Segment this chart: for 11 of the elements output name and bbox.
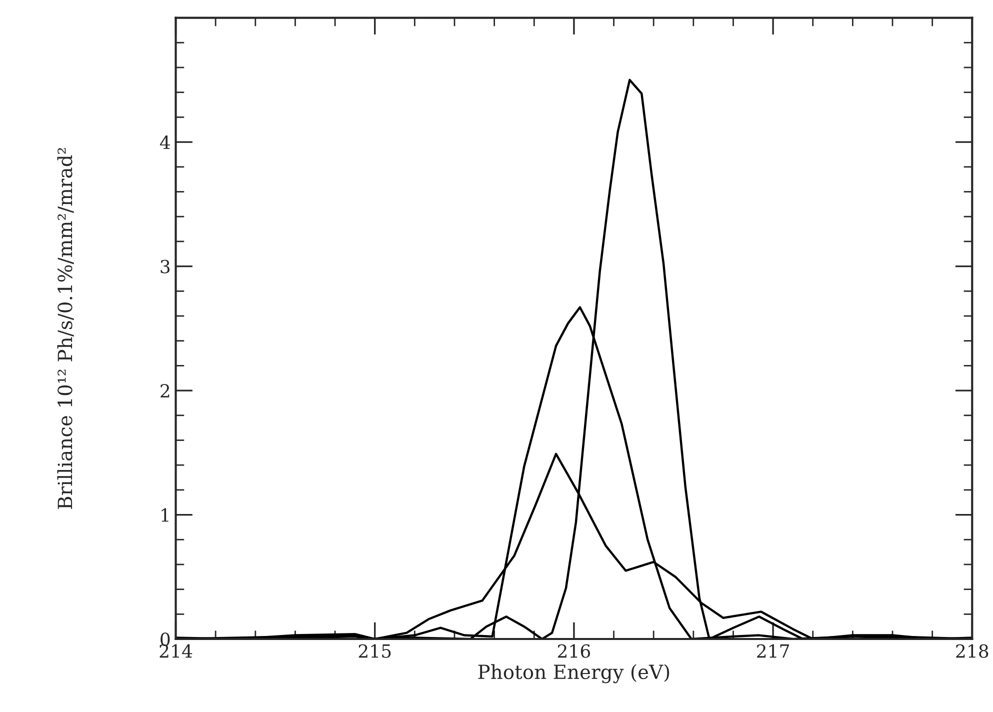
x-tick-label: 214 (160, 644, 192, 658)
x-tick-label: 217 (757, 644, 789, 658)
x-tick-label: 216 (558, 644, 590, 658)
y-tick-label: 4 (160, 136, 170, 149)
y-tick-label: 2 (160, 384, 170, 398)
x-tick-label: 215 (358, 644, 391, 658)
x-axis-title: Photon Energy (eV) (478, 664, 670, 684)
y-axis-title: Brilliance 10¹² Ph/s/0.1%/mm²/mrad² (57, 148, 74, 509)
x-tick-label: 218 (956, 644, 988, 658)
y-tick-label: 3 (160, 260, 170, 274)
y-tick-label: 1 (162, 508, 168, 522)
